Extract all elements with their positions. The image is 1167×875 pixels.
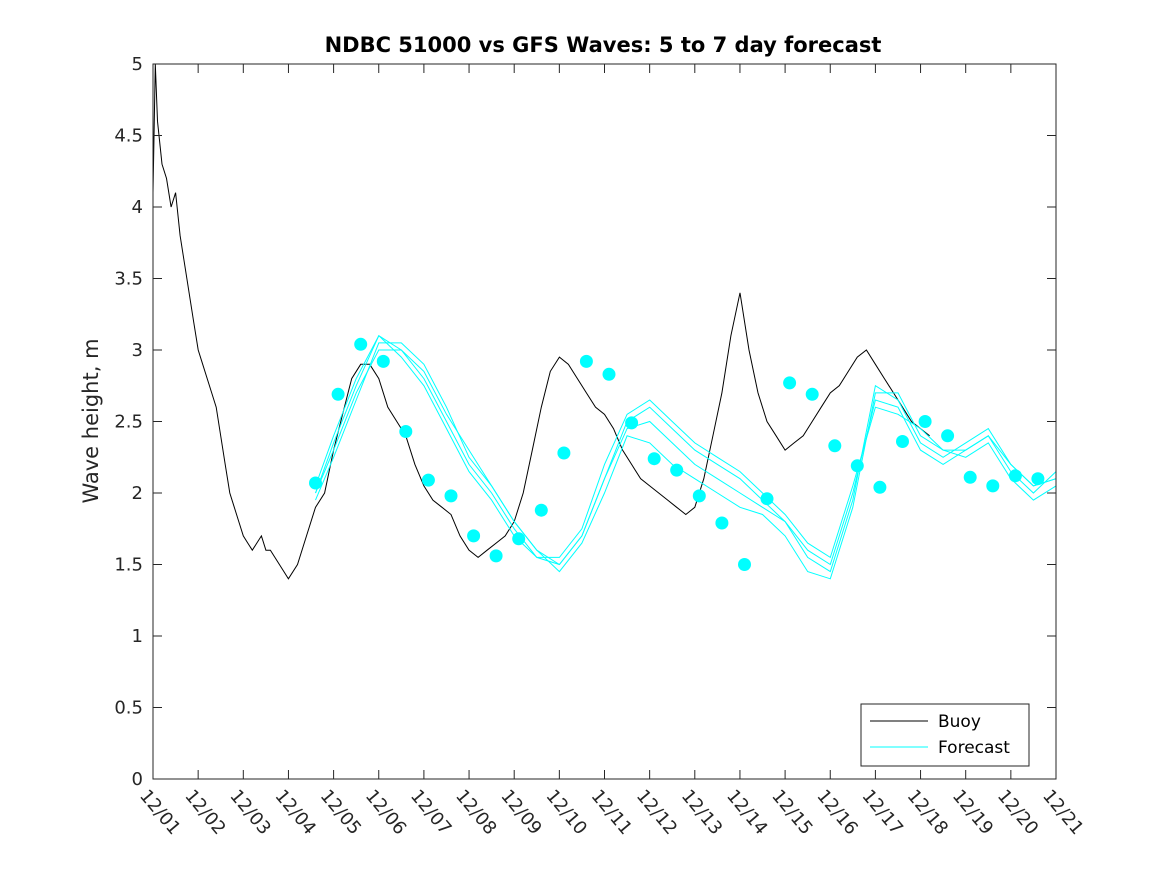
forecast-line-4	[315, 334, 1057, 573]
y-tick-label: 1	[132, 626, 143, 647]
y-tick-label: 0	[132, 769, 143, 790]
forecast-point	[467, 529, 481, 543]
forecast-point	[805, 387, 819, 401]
y-tick-label: 5	[132, 54, 143, 75]
forecast-line-3	[315, 334, 1057, 559]
forecast-point	[647, 452, 661, 466]
chart-title: NDBC 51000 vs GFS Waves: 5 to 7 day fore…	[325, 33, 882, 57]
forecast-point	[873, 480, 887, 494]
buoy-line	[152, 63, 930, 580]
forecast-point	[963, 470, 977, 484]
forecast-point	[783, 376, 797, 390]
y-axis-label: Wave height, m	[79, 338, 103, 503]
y-tick-label: 0.5	[114, 698, 143, 719]
y-tick-label: 2.5	[114, 412, 143, 433]
legend: Buoy Forecast	[860, 703, 1030, 767]
series-layer	[152, 63, 1057, 580]
forecast-line-2	[315, 342, 1057, 580]
y-tick-label: 3.5	[114, 269, 143, 290]
forecast-point	[354, 337, 368, 351]
y-tick-label: 4	[132, 197, 143, 218]
forecast-point	[625, 416, 639, 430]
forecast-point	[738, 558, 751, 571]
forecast-point	[850, 459, 864, 473]
y-tick-label: 3	[132, 340, 143, 361]
forecast-point	[1008, 469, 1022, 483]
forecast-point	[1031, 472, 1045, 486]
forecast-point	[512, 532, 526, 546]
forecast-point	[444, 489, 458, 503]
forecast-point	[489, 549, 503, 563]
forecast-point	[331, 387, 345, 401]
forecast-point	[715, 516, 729, 530]
forecast-line-1	[315, 349, 1057, 566]
forecast-point	[986, 479, 1000, 493]
forecast-point	[579, 354, 593, 368]
legend-box	[860, 703, 1030, 767]
y-tick-label: 4.5	[114, 126, 143, 147]
forecast-point	[376, 354, 390, 368]
y-tick-label: 1.5	[114, 555, 143, 576]
forecast-point	[309, 476, 322, 490]
forecast-point	[557, 446, 571, 460]
forecast-point	[918, 415, 932, 428]
forecast-point	[399, 425, 413, 438]
forecast-point	[828, 439, 842, 453]
forecast-point	[941, 429, 955, 443]
forecast-point	[692, 489, 706, 503]
legend-buoy-label: Buoy	[938, 712, 981, 732]
forecast-point	[602, 367, 616, 381]
forecast-point	[670, 463, 684, 477]
forecast-point	[760, 492, 774, 506]
forecast-point	[534, 503, 548, 517]
y-tick-label: 2	[132, 483, 143, 504]
legend-forecast-label: Forecast	[938, 738, 1010, 758]
forecast-point	[896, 435, 909, 448]
forecast-point	[421, 473, 435, 487]
